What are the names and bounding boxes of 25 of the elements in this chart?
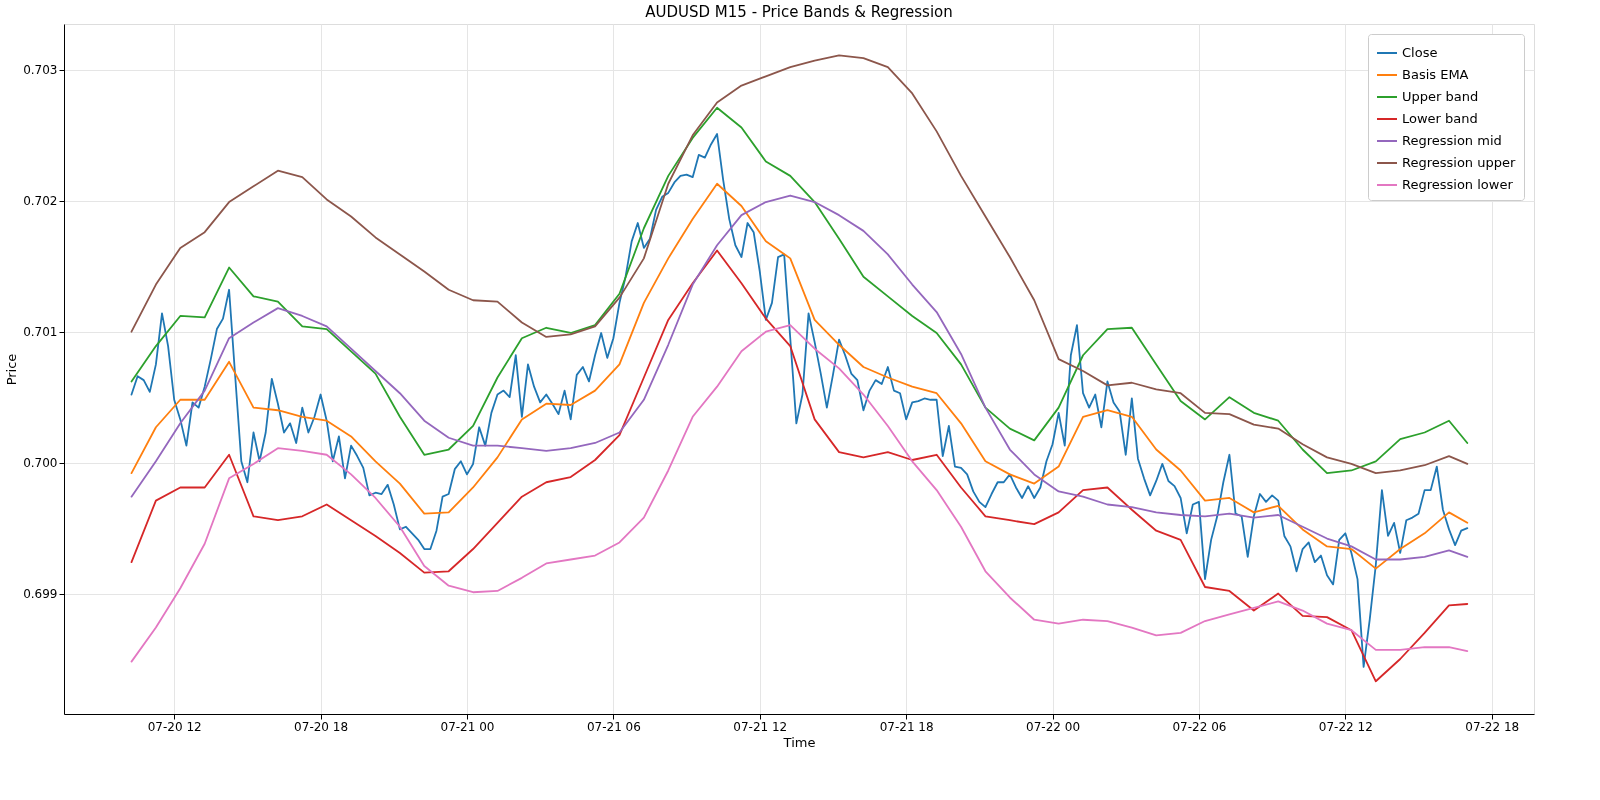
legend-label: Regression lower — [1402, 177, 1514, 192]
legend-label: Regression upper — [1402, 155, 1516, 170]
legend-label: Close — [1402, 45, 1438, 60]
x-tick-label: 07-21 18 — [879, 719, 934, 734]
x-tick-label: 07-20 12 — [147, 719, 202, 734]
y-tick-label: 0.703 — [23, 63, 58, 78]
chart-title: AUDUSD M15 - Price Bands & Regression — [645, 3, 953, 21]
legend-label: Regression mid — [1402, 133, 1502, 148]
x-tick-label: 07-21 12 — [733, 719, 788, 734]
y-tick-label: 0.701 — [23, 325, 58, 340]
x-axis-title: Time — [782, 734, 816, 750]
y-tick-label: 0.700 — [23, 456, 58, 471]
x-tick-label: 07-22 12 — [1318, 719, 1373, 734]
x-tick-label: 07-22 06 — [1172, 719, 1227, 734]
x-tick-label: 07-20 18 — [294, 719, 349, 734]
x-tick-label: 07-21 00 — [440, 719, 495, 734]
legend-label: Upper band — [1402, 89, 1479, 104]
y-axis-title: Price — [4, 353, 20, 386]
x-tick-label: 07-21 06 — [586, 719, 641, 734]
x-tick-label: 07-22 00 — [1026, 719, 1081, 734]
y-tick-label: 0.699 — [23, 587, 58, 602]
x-tick-label: 07-22 18 — [1465, 719, 1520, 734]
legend-label: Basis EMA — [1402, 67, 1469, 82]
legend-label: Lower band — [1402, 111, 1478, 126]
y-tick-label: 0.702 — [23, 194, 58, 209]
